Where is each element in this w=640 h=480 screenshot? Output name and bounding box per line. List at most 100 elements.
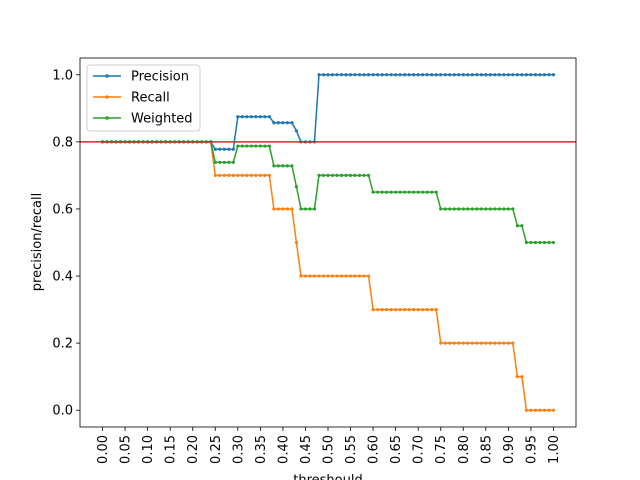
data-point [213, 173, 217, 178]
data-point [421, 307, 425, 312]
data-point [290, 207, 294, 211]
data-point [348, 274, 353, 278]
data-point [213, 160, 217, 164]
data-point [439, 207, 443, 211]
data-point [551, 73, 556, 77]
data-point [330, 173, 335, 178]
data-point [394, 73, 398, 77]
data-point [394, 190, 398, 194]
data-point [502, 341, 506, 345]
data-point [290, 121, 294, 125]
data-point [281, 121, 285, 125]
data-point [294, 129, 299, 133]
data-point [371, 190, 375, 194]
data-point [326, 274, 330, 278]
data-point [380, 190, 384, 194]
data-point [335, 173, 339, 178]
data-point [380, 307, 384, 312]
data-point [524, 73, 529, 77]
data-point [412, 73, 416, 77]
data-point [497, 207, 501, 211]
data-point [227, 173, 231, 178]
data-point [524, 240, 529, 245]
data-point [470, 207, 474, 211]
data-point [330, 274, 335, 278]
data-point [245, 144, 249, 148]
y-tick-label: 0.4 [52, 270, 73, 285]
data-point [479, 341, 483, 345]
x-tick-label: 0.25 [209, 435, 224, 464]
data-point [529, 408, 533, 412]
data-point [416, 190, 420, 194]
data-point [249, 173, 253, 178]
data-point [357, 73, 362, 77]
data-point [529, 240, 533, 245]
data-point [231, 147, 235, 151]
x-tick-label: 0.35 [254, 435, 269, 464]
data-point [407, 307, 411, 312]
x-tick-label: 0.55 [344, 435, 359, 464]
data-point [276, 207, 280, 211]
legend-swatch-marker [105, 74, 109, 78]
data-point [353, 173, 357, 178]
x-tick-label: 0.00 [96, 435, 111, 464]
data-point [551, 408, 556, 412]
data-point [236, 173, 240, 178]
data-point [335, 73, 339, 77]
data-point [344, 173, 348, 178]
data-point [479, 207, 483, 211]
data-point [466, 207, 470, 211]
data-point [403, 307, 407, 312]
y-axis-label: precision/recall [30, 193, 45, 291]
data-point [484, 341, 488, 345]
data-point [502, 207, 506, 211]
y-tick-label: 0.6 [52, 202, 73, 217]
data-point [520, 375, 524, 379]
data-point [461, 341, 465, 345]
data-point [285, 121, 290, 125]
data-point [394, 307, 398, 312]
data-point [267, 144, 271, 148]
data-point [348, 173, 353, 178]
data-point [524, 408, 529, 412]
y-axis: 0.0 0.2 0.4 0.6 0.8 1.0 [52, 68, 80, 419]
data-point [475, 207, 479, 211]
data-point [488, 341, 492, 345]
data-point [443, 207, 447, 211]
data-point [371, 307, 375, 312]
data-point [461, 73, 465, 77]
data-point [538, 73, 542, 77]
data-point [263, 115, 267, 119]
x-tick-label: 0.10 [141, 435, 156, 464]
data-point [457, 207, 461, 211]
data-point [425, 307, 429, 312]
data-point [249, 144, 253, 148]
data-point [434, 73, 438, 77]
legend-label: Precision [131, 70, 189, 85]
data-point [285, 164, 290, 168]
y-tick-label: 1.0 [52, 68, 73, 83]
x-tick-label: 0.05 [119, 435, 134, 464]
data-point [213, 147, 217, 151]
data-point [488, 73, 492, 77]
data-point [227, 147, 231, 151]
data-point [371, 73, 375, 77]
data-point [398, 190, 402, 194]
data-point [493, 207, 497, 211]
data-point [276, 164, 280, 168]
data-point [276, 121, 280, 125]
data-point [520, 224, 524, 228]
data-point [299, 274, 303, 278]
data-point [551, 240, 556, 245]
data-point [389, 307, 393, 312]
x-axis: 0.00 0.05 0.10 0.15 0.20 0.25 0.30 0.35 0.40 0.45… [96, 427, 562, 464]
data-point [416, 307, 420, 312]
data-point [533, 73, 538, 77]
data-point [376, 73, 380, 77]
data-point [434, 190, 438, 194]
data-point [448, 207, 452, 211]
data-point [421, 73, 425, 77]
data-point [479, 73, 483, 77]
data-point [412, 307, 416, 312]
data-point [515, 73, 519, 77]
